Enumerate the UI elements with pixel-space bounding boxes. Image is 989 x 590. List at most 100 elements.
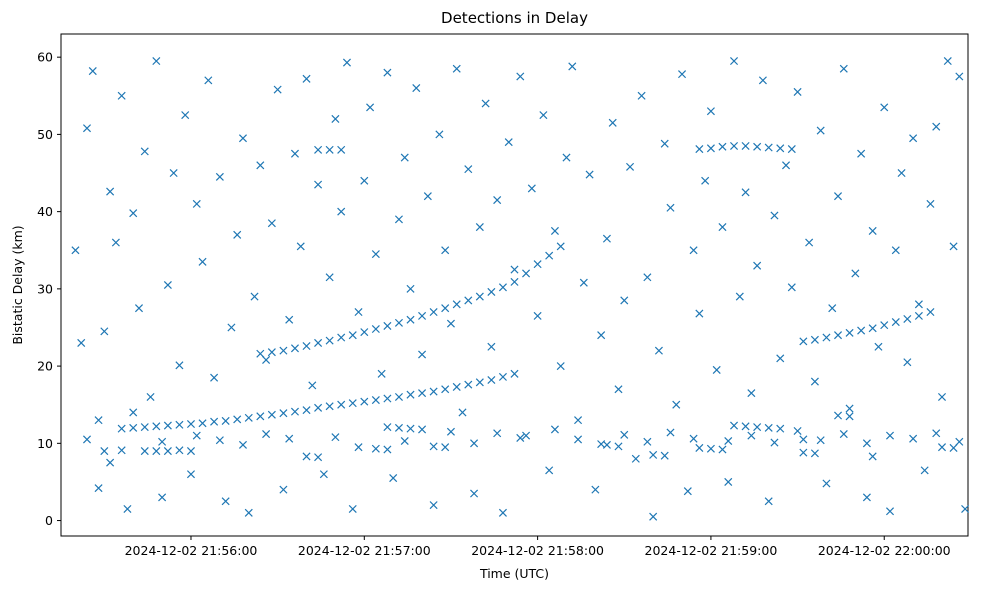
data-point-marker [868, 226, 877, 235]
data-point-marker [937, 443, 947, 452]
data-point-marker [314, 453, 323, 462]
data-point-marker [371, 444, 380, 453]
data-point-marker [348, 399, 357, 408]
data-point-marker [649, 450, 658, 459]
data-point-marker [914, 311, 923, 320]
data-point-marker [498, 508, 507, 517]
data-point-marker [550, 226, 559, 235]
data-point-marker [314, 403, 323, 412]
y-tick-label: 60 [37, 50, 53, 65]
data-point-marker [394, 318, 403, 327]
data-point-marker [163, 447, 172, 456]
data-point-marker [857, 149, 866, 158]
data-point-marker [943, 57, 952, 66]
data-point-marker [741, 422, 750, 431]
data-point-marker [418, 425, 427, 434]
data-point-marker [418, 350, 427, 359]
data-point-marker [833, 411, 843, 420]
data-point-marker [741, 141, 750, 151]
data-point-marker [880, 103, 889, 112]
data-point-marker [129, 209, 138, 218]
data-point-marker [279, 485, 288, 494]
data-point-marker [955, 437, 964, 446]
data-point-marker [366, 103, 375, 112]
data-point-marker [706, 107, 715, 116]
data-point-marker [568, 62, 577, 71]
data-point-marker [932, 122, 941, 131]
data-point-marker [851, 269, 860, 278]
data-point-marker [909, 134, 918, 143]
data-point-marker [550, 425, 559, 434]
data-point-marker [741, 188, 750, 197]
data-point-marker [920, 466, 929, 475]
data-point-marker [810, 449, 819, 458]
data-point-marker [701, 176, 710, 185]
data-point-marker [441, 385, 450, 394]
data-point-marker [470, 489, 479, 498]
data-point-marker [394, 423, 403, 432]
data-point-marker [475, 223, 484, 232]
data-point-marker [169, 168, 178, 178]
data-point-marker [695, 309, 704, 318]
data-point-marker [764, 143, 773, 152]
data-point-marker [371, 250, 380, 259]
data-point-marker [614, 385, 623, 394]
data-point-marker [204, 76, 213, 85]
data-point-marker [192, 199, 201, 208]
data-point-marker [256, 412, 265, 421]
data-point-marker [562, 153, 571, 162]
data-point-marker [331, 114, 340, 123]
data-point-marker [181, 111, 190, 120]
data-point-marker [926, 308, 935, 317]
data-point-marker [360, 397, 369, 406]
data-point-marker [406, 390, 415, 399]
data-point-marker [891, 318, 900, 327]
data-point-marker [776, 424, 785, 433]
data-point-marker [914, 300, 923, 309]
data-point-marker [140, 447, 149, 456]
data-point-marker [302, 452, 311, 461]
data-point-marker [314, 145, 323, 154]
data-point-marker [758, 76, 767, 85]
data-point-marker [545, 466, 554, 475]
data-point-marker [481, 99, 490, 108]
data-point-marker [620, 296, 629, 305]
data-point-marker [290, 149, 299, 158]
data-point-marker [805, 238, 814, 247]
data-point-marker [267, 219, 276, 228]
data-point-marker [354, 443, 363, 452]
data-point-marker [660, 451, 669, 460]
data-point-marker [406, 424, 415, 433]
data-point-marker [238, 440, 248, 449]
data-point-marker [845, 404, 854, 413]
data-point-marker [290, 407, 299, 416]
data-point-marker [839, 430, 848, 439]
data-point-marker [574, 416, 583, 425]
data-point-marker [672, 400, 681, 409]
data-point-marker [602, 234, 611, 243]
data-point-marker [862, 439, 871, 448]
data-point-marker [117, 91, 126, 100]
data-point-marker [129, 423, 138, 432]
data-point-marker [360, 328, 369, 337]
data-point-marker [556, 362, 565, 371]
data-point-marker [475, 292, 484, 301]
data-point-marker [493, 196, 502, 205]
data-point-marker [117, 424, 126, 433]
data-point-marker [238, 134, 248, 143]
x-tick-label: 2024-12-02 21:57:00 [298, 543, 431, 558]
data-point-marker [256, 161, 265, 170]
data-point-marker [94, 416, 103, 425]
data-point-marker [579, 278, 588, 287]
data-point-marker [262, 430, 271, 439]
data-point-marker [666, 428, 675, 437]
data-point-marker [279, 409, 288, 418]
data-point-marker [487, 287, 496, 296]
data-point-marker [810, 335, 819, 344]
data-point-marker [129, 408, 138, 417]
data-point-marker [371, 324, 380, 334]
data-point-marker [325, 336, 334, 345]
data-point-marker [452, 382, 461, 391]
data-point-marker [654, 346, 663, 355]
data-point-marker [776, 354, 785, 363]
